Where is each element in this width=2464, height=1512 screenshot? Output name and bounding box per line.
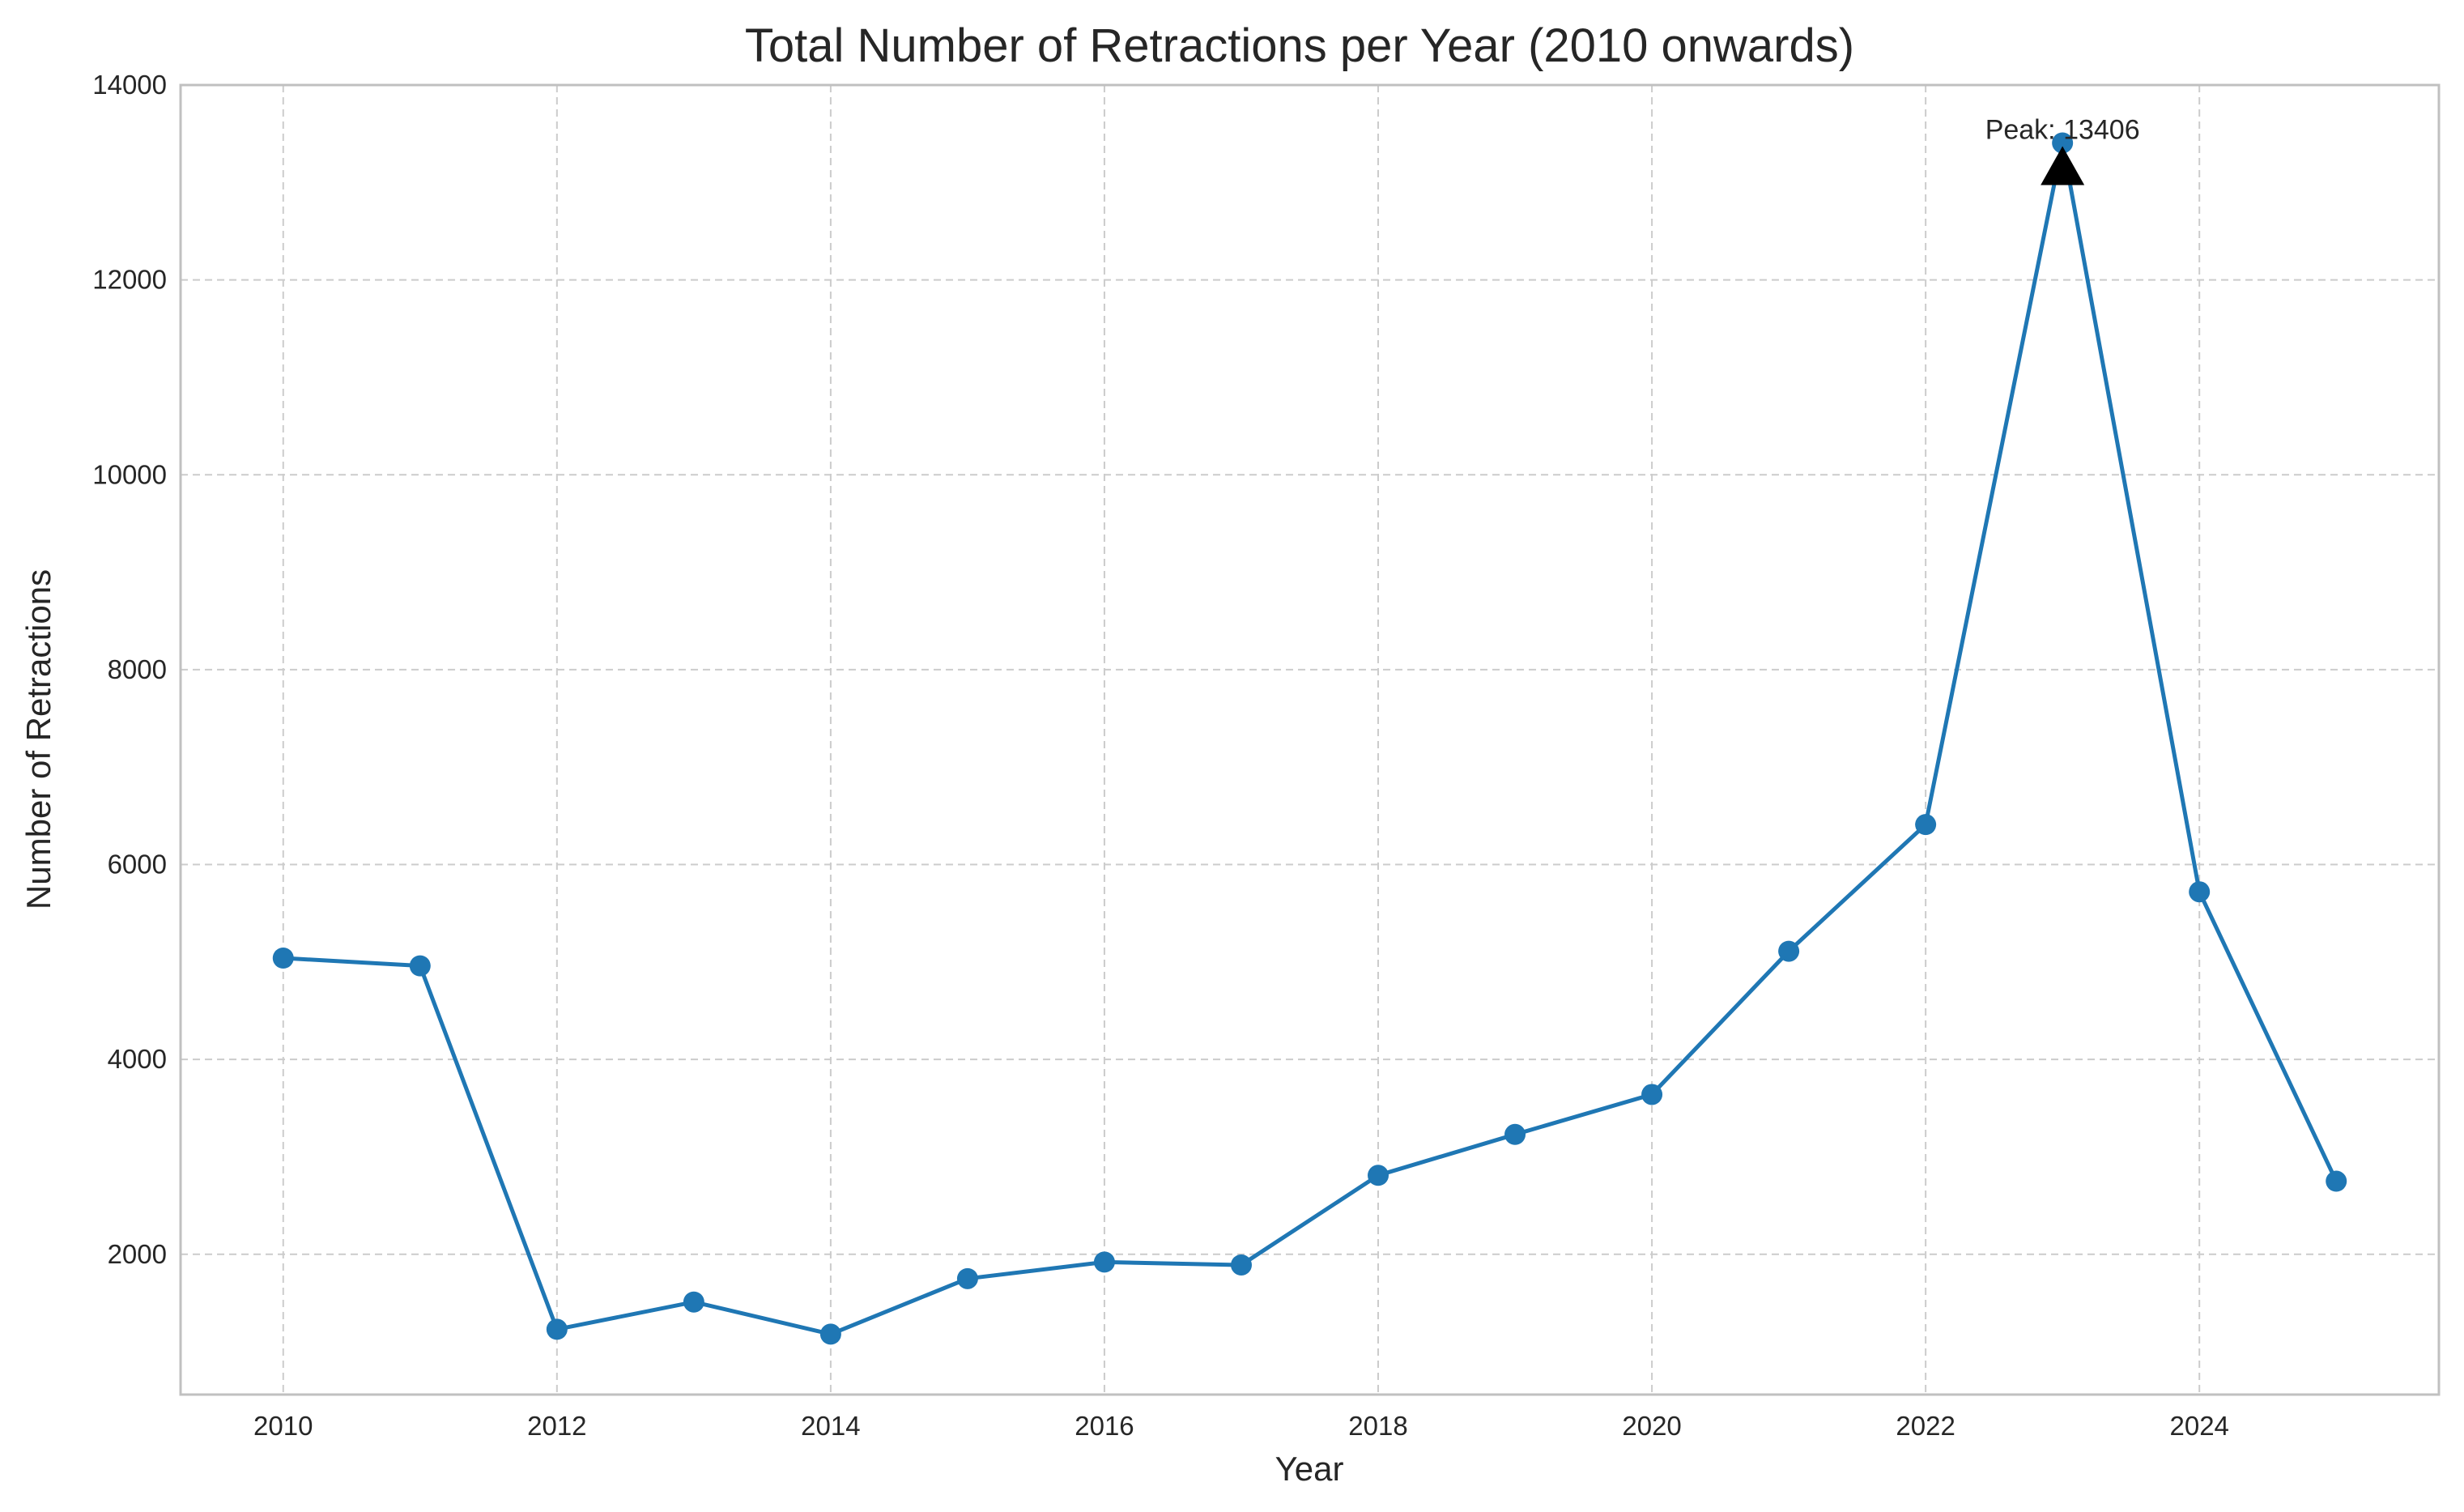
series-markers — [272, 132, 2347, 1345]
x-tick-label: 2020 — [1622, 1411, 1681, 1441]
data-point — [956, 1267, 978, 1289]
data-point — [1504, 1123, 1526, 1145]
series-line — [283, 141, 2338, 1336]
data-point — [272, 948, 294, 969]
y-tick-label: 6000 — [108, 850, 167, 880]
x-tick-label: 2010 — [253, 1411, 313, 1441]
x-tick-label: 2012 — [527, 1411, 586, 1441]
y-tick-label: 10000 — [92, 459, 167, 489]
data-point — [2189, 881, 2211, 903]
x-tick-label: 2014 — [801, 1411, 860, 1441]
data-point — [409, 955, 431, 977]
tick-labels: 2010 2012 2014 2016 2018 2020 2022 2024 2000 4000… — [92, 70, 2229, 1441]
y-tick-label: 4000 — [108, 1044, 167, 1074]
x-axis-label: Year — [1275, 1450, 1344, 1488]
y-axis-label: Number of Retractions — [19, 569, 57, 909]
x-tick-label: 2022 — [1896, 1411, 1955, 1441]
y-tick-label: 8000 — [108, 654, 167, 684]
y-tick-label: 12000 — [92, 265, 167, 295]
peak-arrow-icon — [2041, 146, 2085, 185]
data-point — [1230, 1254, 1252, 1276]
x-tick-label: 2016 — [1075, 1411, 1134, 1441]
data-point — [1093, 1251, 1115, 1273]
data-point — [819, 1323, 841, 1345]
x-tick-label: 2024 — [2169, 1411, 2228, 1441]
y-tick-label: 14000 — [92, 70, 167, 100]
x-tick-label: 2018 — [1348, 1411, 1407, 1441]
data-point — [1641, 1084, 1663, 1105]
chart-title: Total Number of Retractions per Year (20… — [745, 19, 1854, 72]
data-point — [1778, 940, 1800, 962]
data-point — [2052, 132, 2074, 154]
plot-frame — [179, 83, 2441, 1396]
y-tick-label: 2000 — [108, 1239, 167, 1269]
data-point — [1915, 814, 1937, 836]
data-point — [683, 1291, 704, 1313]
peak-annotation: Peak: 13406 — [1985, 114, 2140, 185]
data-point — [546, 1318, 568, 1340]
data-point — [2326, 1170, 2347, 1192]
data-point — [1368, 1165, 1389, 1186]
peak-annotation-label: Peak: 13406 — [1985, 114, 2140, 145]
